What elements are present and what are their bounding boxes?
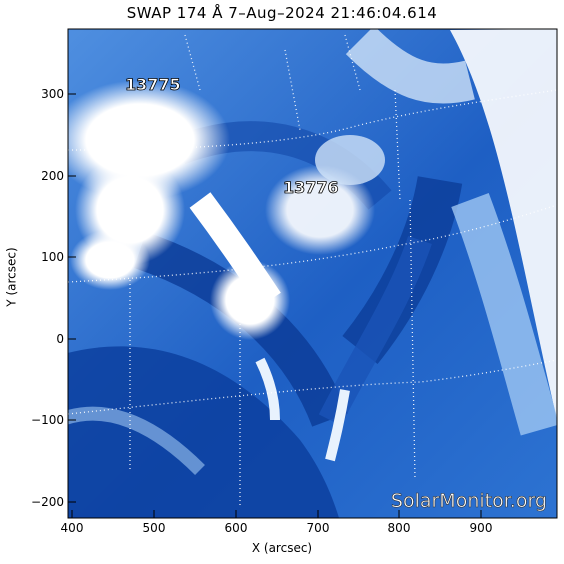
image-title: SWAP 174 Å 7–Aug–2024 21:46:04.614 [126,4,438,22]
x-tick-700: 700 [307,521,330,535]
x-axis-label: X (arcsec) [251,541,313,555]
region-label-13775: 13775 [125,75,181,94]
x-tick-labels: 400 500 600 700 800 900 [61,521,493,535]
region-labels: 13775 13776 [125,75,339,198]
region-label-13776: 13776 [283,178,339,197]
y-tick-300: 300 [41,87,64,101]
y-axis-label: Y (arcsec) [4,247,19,307]
y-tick-100: 100 [41,250,64,264]
x-tick-400: 400 [61,521,84,535]
y-tick-minus100: −100 [31,413,64,427]
x-tick-900: 900 [470,521,493,535]
x-tick-600: 600 [225,521,248,535]
plot-frame [67,28,558,519]
watermark: SolarMonitor.org [391,490,547,512]
x-tick-500: 500 [143,521,166,535]
y-tick-0: 0 [56,332,64,346]
y-tick-minus200: −200 [31,495,64,509]
x-tick-800: 800 [388,521,411,535]
y-tick-labels: 300 200 100 0 −100 −200 [31,87,64,509]
axis-ticks [68,93,482,518]
coordinate-grid [68,34,557,505]
y-tick-200: 200 [41,169,64,183]
